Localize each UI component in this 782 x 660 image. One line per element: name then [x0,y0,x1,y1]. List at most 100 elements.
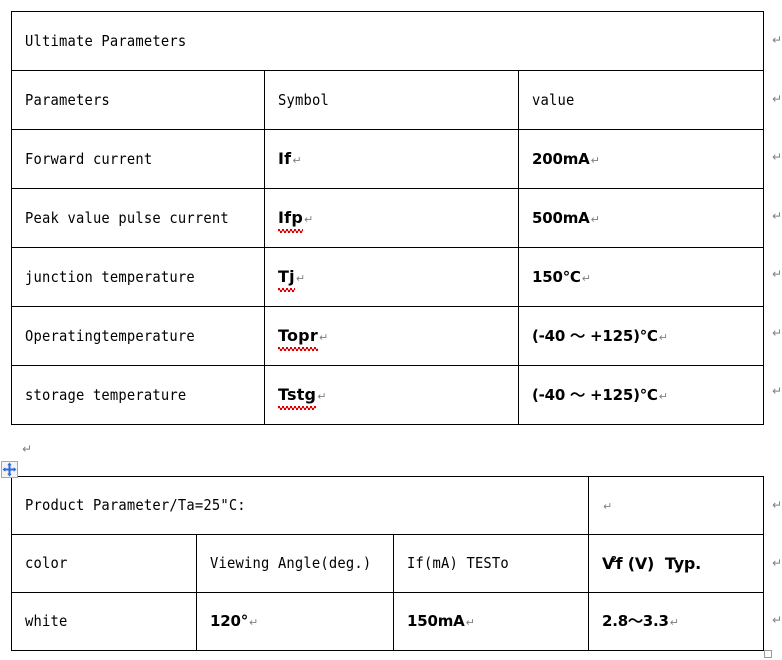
pilcrow-icon: ↵ [772,267,782,281]
cell-value[interactable]: 500mA↵ [517,188,765,248]
spellcheck-squiggle: Topr [278,326,318,351]
pilcrow-icon: ↵ [772,556,782,570]
cell-value[interactable]: 150℃↵ [517,247,765,307]
cell-symbol[interactable]: Tstg↵ [264,365,519,425]
cell-if-test[interactable]: 150mA↵ [392,592,590,651]
header-value: value [532,90,575,109]
color-value: white [25,612,68,631]
cell-parameter[interactable]: junction temperature [11,247,265,307]
header-vf-typ-cell[interactable]: V2f (V) Typ. [588,534,765,593]
cell-value[interactable]: 200mA↵ [517,129,765,189]
pilcrow-icon: ↵ [303,213,314,226]
table-row[interactable]: Peak value pulse current Ifp↵ 500mA↵ [11,188,765,248]
value-text: 500mA [532,208,590,227]
pilcrow-icon: ↵ [658,330,669,344]
table-resize-handle[interactable] [764,650,772,658]
cell-symbol[interactable]: Ifp↵ [264,188,519,248]
header-color-cell[interactable]: color [11,534,197,593]
value-text: (-40 ～ +125)℃ [532,326,658,345]
spellcheck-squiggle: Ifp [278,208,303,233]
parameter-label: storage temperature [25,385,187,404]
parameter-label: Forward current [25,149,153,168]
table-row[interactable]: Operatingtemperature Topr↵ (-40 ～ +125)℃… [11,306,765,366]
pilcrow-icon: ↵ [772,384,782,398]
cell-viewing-angle[interactable]: 120°↵ [196,592,394,651]
symbol-value: If [278,149,292,168]
value-text: 200mA [532,149,590,168]
header-vf-typ: V2f (V) Typ. [602,554,701,573]
cell-parameter[interactable]: Operatingtemperature [11,306,265,366]
pilcrow-icon: ↵ [581,271,592,285]
pilcrow-icon: ↵ [772,150,782,164]
cell-vf-typ[interactable]: 2.8～3.3↵ [588,592,765,651]
table-row[interactable]: Forward current If↵ 200mA↵ [11,129,765,189]
pilcrow-icon: ↵ [772,613,782,627]
table-row[interactable]: junction temperature Tj↵ 150℃↵ [11,247,765,307]
header-symbol-cell[interactable]: Symbol [264,70,519,130]
ultimate-parameters-title-cell[interactable]: Ultimate Parameters [10,11,765,71]
symbol-value: Tstg [278,385,317,404]
cell-symbol[interactable]: If↵ [264,129,519,189]
pilcrow-icon: ↵ [603,500,613,514]
product-parameters-title-cell[interactable]: Product Parameter/Ta=25"C: [10,476,590,535]
pilcrow-icon: ↵ [295,272,306,285]
parameter-label: junction temperature [25,267,195,286]
header-if-test: If(mA) TESTo [407,554,509,573]
value-text: (-40 ～ +125)℃ [532,385,658,404]
table-row-title[interactable]: Ultimate Parameters [10,11,765,71]
footnote-superscript: 2 [611,555,617,565]
pilcrow-icon: ↵ [772,33,782,47]
header-vf-rest: f (V) Typ. [615,553,702,573]
cell-parameter[interactable]: storage temperature [11,365,265,425]
table-row[interactable]: white 120°↵ 150mA↵ 2.8～3.3↵ [11,592,765,651]
cell-value[interactable]: (-40 ～ +125)℃↵ [517,365,765,425]
header-color: color [25,554,68,573]
viewing-angle-value: 120° [210,612,249,631]
cell-symbol[interactable]: Tj↵ [264,247,519,307]
symbol-value: Tj [278,267,295,286]
if-test-value: 150mA [407,612,465,631]
pilcrow-icon: ↵ [22,442,33,456]
vf-typ-value: 2.8～3.3 [602,612,669,631]
table-row-header[interactable]: color Viewing Angle(deg.) If(mA) TESTo V… [11,534,765,593]
ultimate-parameters-table[interactable]: Ultimate Parameters Parameters Symbol va… [10,11,765,425]
product-parameters-table[interactable]: Product Parameter/Ta=25"C: ↵ color Viewi… [10,476,765,651]
header-value-cell[interactable]: value [517,70,765,130]
cell-parameter[interactable]: Forward current [11,129,265,189]
pilcrow-icon: ↵ [318,331,329,344]
pilcrow-icon: ↵ [292,154,302,167]
cell-symbol[interactable]: Topr↵ [264,306,519,366]
header-viewing-angle-cell[interactable]: Viewing Angle(deg.) [196,534,394,593]
header-parameters-cell[interactable]: Parameters [11,70,265,130]
header-vf-letter: V [602,553,615,573]
cell-color[interactable]: white [11,592,197,651]
table-row-header[interactable]: Parameters Symbol value [11,70,765,130]
pilcrow-icon: ↵ [772,326,782,340]
header-if-test-cell[interactable]: If(mA) TESTo [392,534,590,593]
parameter-label: Operatingtemperature [25,326,195,345]
table-move-handle-icon[interactable] [1,461,18,478]
cell-value[interactable]: (-40 ～ +125)℃↵ [517,306,765,366]
pilcrow-icon: ↵ [772,92,782,106]
header-symbol: Symbol [278,90,329,109]
table-row[interactable]: storage temperature Tstg↵ (-40 ～ +125)℃↵ [11,365,765,425]
cell-parameter[interactable]: Peak value pulse current [11,188,265,248]
product-parameters-title: Product Parameter/Ta=25"C: [25,496,246,515]
pilcrow-icon: ↵ [772,498,782,512]
pilcrow-icon: ↵ [772,209,782,223]
product-parameters-title-spacer-cell[interactable]: ↵ [588,476,765,535]
pilcrow-icon: ↵ [658,389,669,403]
symbol-value: Topr [278,326,318,345]
pilcrow-icon: ↵ [590,212,600,226]
table-row-title[interactable]: Product Parameter/Ta=25"C: ↵ [10,476,765,535]
value-text: 150℃ [532,267,581,286]
header-parameters: Parameters [25,90,110,109]
ultimate-parameters-title: Ultimate Parameters [25,31,187,50]
pilcrow-icon: ↵ [317,390,327,403]
pilcrow-icon: ↵ [590,153,600,167]
spellcheck-squiggle: Tstg [278,385,317,410]
pilcrow-icon: ↵ [669,616,680,630]
pilcrow-icon: ↵ [465,616,475,630]
header-viewing-angle: Viewing Angle(deg.) [210,554,372,573]
